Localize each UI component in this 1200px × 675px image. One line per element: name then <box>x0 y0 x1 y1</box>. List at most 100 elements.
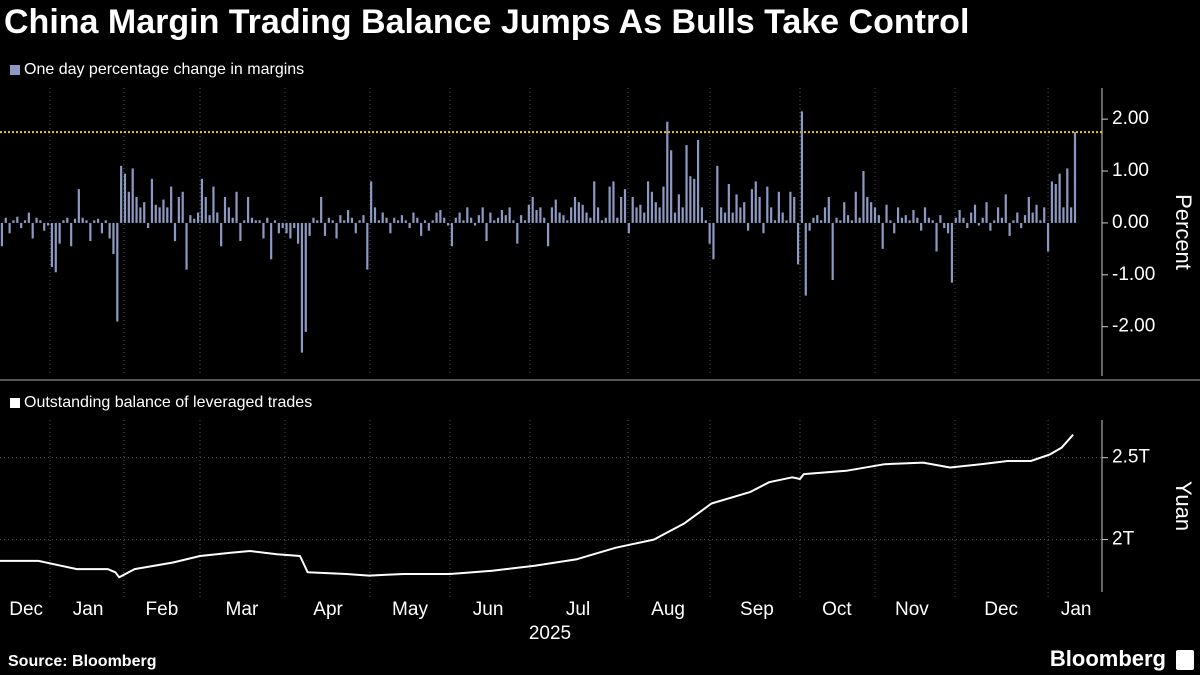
bar <box>777 191 780 223</box>
bar <box>731 212 734 223</box>
bar <box>389 222 392 234</box>
bar <box>858 217 861 223</box>
bar <box>593 181 596 223</box>
bar <box>443 217 446 223</box>
bar <box>1008 222 1011 236</box>
bar <box>185 222 188 270</box>
bar <box>908 220 911 223</box>
bar <box>377 220 380 223</box>
bar <box>543 217 546 223</box>
bar <box>554 199 557 223</box>
bar <box>1062 207 1065 223</box>
bar <box>1066 168 1069 223</box>
bar <box>939 215 942 223</box>
bar <box>835 217 838 223</box>
bar <box>243 220 246 223</box>
bar <box>516 222 519 244</box>
bar <box>504 215 507 223</box>
bar <box>812 217 815 223</box>
bar <box>520 215 523 223</box>
bar <box>331 220 334 223</box>
bar <box>120 165 123 223</box>
bar <box>716 165 719 223</box>
bar <box>973 204 977 223</box>
bar <box>266 217 269 223</box>
bar <box>527 204 530 223</box>
bar <box>235 191 238 223</box>
bar <box>31 222 34 239</box>
bar <box>127 191 130 223</box>
bar <box>408 222 411 229</box>
bar <box>96 218 100 223</box>
bar <box>354 222 357 234</box>
bar <box>100 222 104 234</box>
bar <box>285 222 288 234</box>
bar <box>704 220 707 223</box>
bar <box>146 222 150 229</box>
bar <box>904 215 907 223</box>
bar <box>754 181 757 223</box>
bar <box>750 189 754 223</box>
bar <box>1043 207 1046 223</box>
bar <box>416 217 419 223</box>
bar <box>381 212 384 223</box>
bar <box>150 178 154 223</box>
bar <box>658 207 661 223</box>
bar <box>1000 217 1004 223</box>
bar <box>712 222 715 260</box>
bar <box>231 217 234 223</box>
bar <box>93 220 96 223</box>
bar <box>958 209 961 223</box>
bar <box>1039 220 1042 223</box>
bar <box>766 186 769 223</box>
bar <box>627 222 630 234</box>
bar <box>70 222 73 247</box>
bar <box>796 222 800 265</box>
bar <box>0 222 4 247</box>
y-tick-label: 2.00 <box>1112 108 1149 129</box>
bar <box>304 222 307 332</box>
x-tick-label: Dec <box>984 599 1018 620</box>
x-tick-label: Sep <box>740 599 774 620</box>
x-tick-label: Apr <box>313 599 343 620</box>
bar <box>116 222 119 322</box>
bar <box>1058 173 1061 223</box>
bar <box>23 220 27 223</box>
bar <box>758 196 761 223</box>
bar <box>708 222 711 244</box>
bar <box>1004 194 1007 223</box>
bar <box>262 222 265 239</box>
bar <box>577 202 580 223</box>
bar <box>962 217 965 223</box>
bar <box>227 207 230 223</box>
bar <box>589 217 592 223</box>
bar <box>693 178 696 223</box>
x-tick-label: Feb <box>146 599 179 620</box>
bar <box>400 215 404 223</box>
y-tick-label: 2.5T <box>1112 447 1150 468</box>
bar <box>612 181 615 223</box>
bar <box>873 207 877 223</box>
bar <box>293 222 296 229</box>
bar <box>373 207 377 223</box>
bar <box>73 218 77 223</box>
bar <box>289 222 292 239</box>
bar <box>27 212 30 223</box>
bar <box>239 222 242 242</box>
bar <box>989 222 992 231</box>
bar <box>277 222 280 234</box>
bar <box>181 191 184 223</box>
bar <box>350 217 354 223</box>
y-axis-title: Yuan <box>1171 481 1196 531</box>
bar <box>450 222 454 247</box>
bar <box>631 196 634 223</box>
x-tick-label: Jun <box>473 599 504 620</box>
bar <box>346 209 350 223</box>
chart-title: China Margin Trading Balance Jumps As Bu… <box>4 3 969 41</box>
bar <box>1054 184 1057 223</box>
bar <box>104 220 107 223</box>
bar <box>1073 132 1077 223</box>
bar <box>270 222 273 260</box>
bar <box>870 202 873 223</box>
